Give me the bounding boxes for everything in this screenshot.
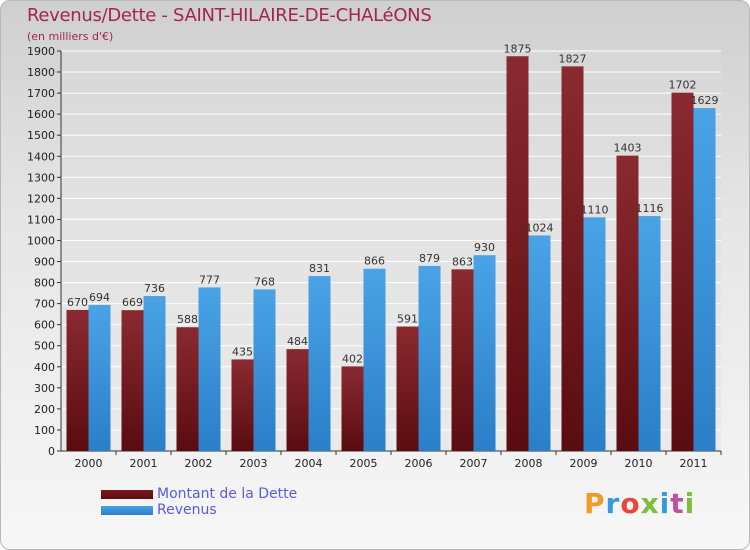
legend-label-debt: Montant de la Dette (157, 486, 298, 502)
bar-revenue (253, 289, 276, 451)
value-label-debt: 1827 (559, 52, 587, 65)
x-tick-label: 2008 (515, 457, 543, 470)
y-tick-label: 700 (34, 298, 55, 311)
y-tick-label: 500 (34, 340, 55, 353)
bar-revenue (528, 235, 551, 451)
bar-revenue (418, 265, 441, 451)
y-tick-label: 100 (34, 424, 55, 437)
value-label-revenue: 736 (144, 282, 165, 295)
legend-swatch-revenue (101, 506, 153, 515)
y-tick-label: 1000 (27, 234, 55, 247)
x-tick-label: 2004 (295, 457, 323, 470)
y-tick-label: 200 (34, 403, 55, 416)
y-tick-label: 1600 (27, 108, 55, 121)
bar-revenue (88, 304, 111, 451)
x-tick-label: 2000 (75, 457, 103, 470)
value-label-debt: 670 (67, 296, 88, 309)
bar-debt (66, 309, 89, 451)
bar-revenue (583, 217, 606, 451)
value-label-revenue: 694 (89, 291, 110, 304)
bar-debt (341, 366, 364, 451)
value-label-revenue: 1116 (636, 202, 664, 215)
x-tick-label: 2009 (570, 457, 598, 470)
x-tick-label: 2001 (130, 457, 158, 470)
value-label-revenue: 1110 (581, 203, 609, 216)
legend-label-revenue: Revenus (157, 502, 217, 518)
x-tick-label: 2003 (240, 457, 268, 470)
bar-revenue (693, 108, 716, 451)
plot-area (61, 51, 721, 451)
value-label-revenue: 879 (419, 252, 440, 265)
legend-swatch-debt (101, 490, 153, 499)
bar-debt (561, 66, 584, 452)
x-tick-label: 2006 (405, 457, 433, 470)
value-label-debt: 435 (232, 345, 253, 358)
bar-debt (506, 56, 529, 452)
bar-debt (286, 349, 309, 451)
bar-revenue (308, 276, 331, 451)
y-tick-label: 800 (34, 277, 55, 290)
y-tick-label: 1400 (27, 150, 55, 163)
value-label-debt: 588 (177, 313, 198, 326)
value-label-revenue: 1629 (691, 94, 719, 107)
bar-debt (121, 310, 144, 451)
proxiti-logo: Proxiti (584, 487, 696, 520)
bar-revenue (198, 287, 221, 451)
bar-revenue (143, 296, 166, 451)
y-tick-label: 1200 (27, 192, 55, 205)
bar-debt (396, 326, 419, 451)
y-tick-label: 0 (48, 445, 55, 458)
y-tick-label: 900 (34, 256, 55, 269)
value-label-revenue: 866 (364, 255, 385, 268)
value-label-revenue: 831 (309, 262, 330, 275)
value-label-debt: 484 (287, 335, 308, 348)
value-label-debt: 402 (342, 352, 363, 365)
x-tick-label: 2010 (625, 457, 653, 470)
bar-debt (451, 269, 474, 451)
value-label-revenue: 1024 (526, 221, 554, 234)
y-tick-label: 400 (34, 361, 55, 374)
x-tick-label: 2005 (350, 457, 378, 470)
bar-revenue (638, 216, 661, 451)
x-tick-label: 2007 (460, 457, 488, 470)
y-tick-label: 600 (34, 319, 55, 332)
x-tick-label: 2011 (680, 457, 708, 470)
value-label-revenue: 777 (199, 273, 220, 286)
value-label-revenue: 768 (254, 275, 275, 288)
y-tick-label: 1700 (27, 87, 55, 100)
value-label-revenue: 930 (474, 241, 495, 254)
chart-subtitle: (en milliers d'€) (27, 30, 114, 43)
bar-debt (231, 359, 254, 451)
y-tick-label: 1500 (27, 129, 55, 142)
value-label-debt: 1875 (504, 42, 532, 55)
value-label-debt: 591 (397, 313, 418, 326)
y-tick-label: 1900 (27, 45, 55, 58)
y-tick-label: 1800 (27, 66, 55, 79)
y-tick-label: 1100 (27, 213, 55, 226)
value-label-debt: 669 (122, 296, 143, 309)
value-label-debt: 1702 (669, 79, 697, 92)
x-tick-label: 2002 (185, 457, 213, 470)
value-label-debt: 863 (452, 255, 473, 268)
bar-revenue (473, 255, 496, 451)
bar-debt (671, 92, 694, 452)
bar-debt (616, 155, 639, 451)
chart-title: Revenus/Dette - SAINT-HILAIRE-DE-CHALéON… (27, 5, 432, 26)
y-tick-label: 1300 (27, 171, 55, 184)
y-tick-label: 300 (34, 382, 55, 395)
bar-revenue (363, 268, 386, 451)
value-label-debt: 1403 (614, 142, 642, 155)
bar-debt (176, 327, 199, 451)
